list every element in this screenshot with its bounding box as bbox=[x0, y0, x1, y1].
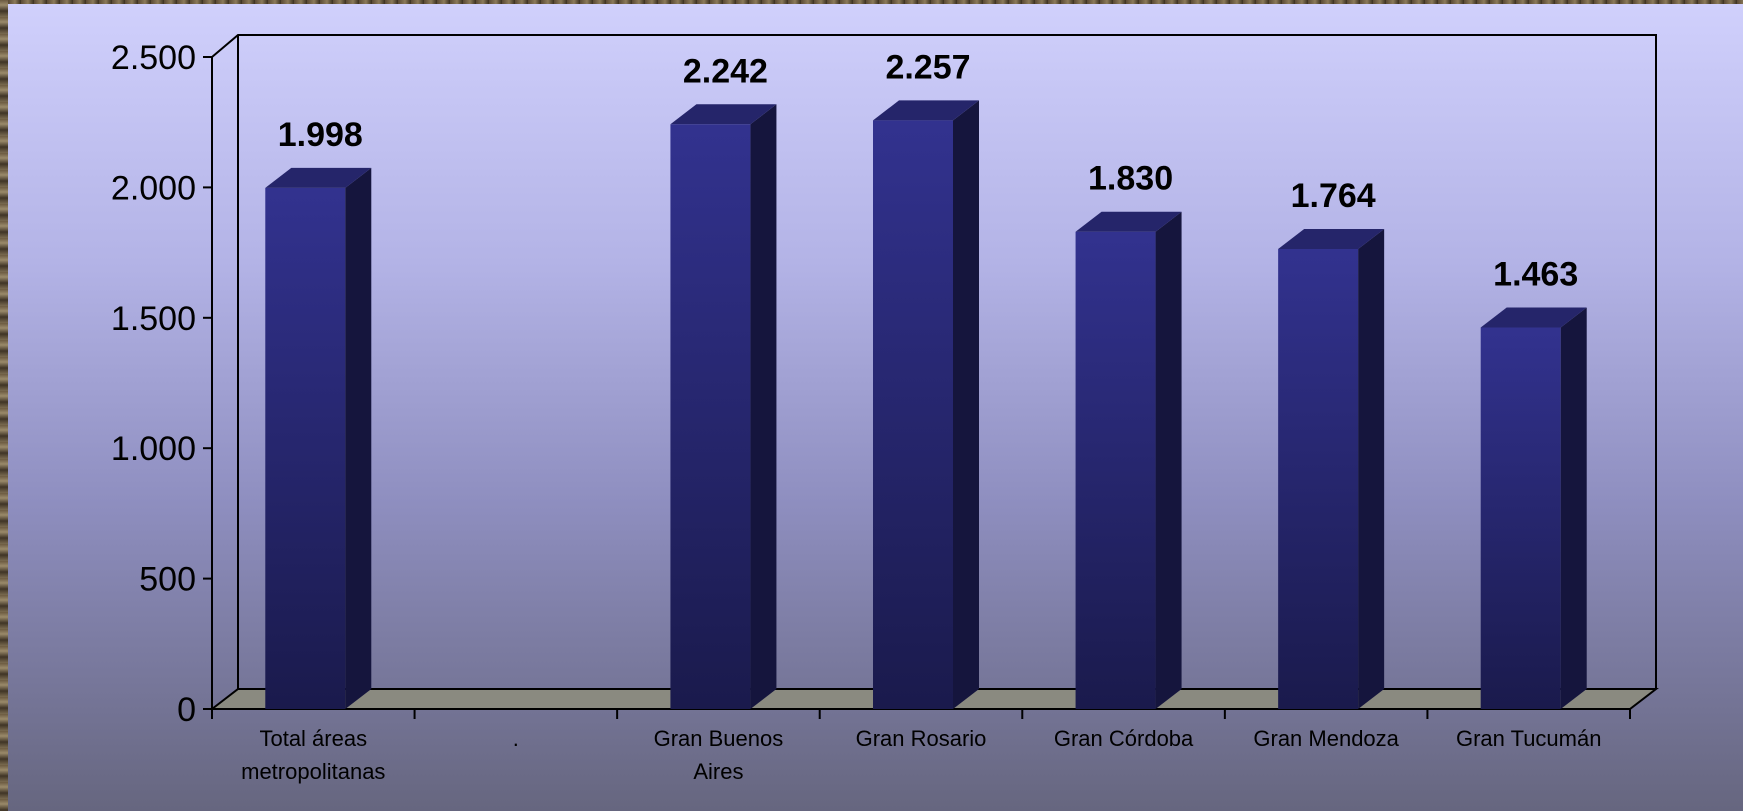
bar bbox=[265, 167, 372, 709]
bar-chart: 0 500 1.000 1.500 2.000 2.500 Total áreas metro… bbox=[111, 34, 1659, 784]
x-category-label: Gran Buenos bbox=[654, 726, 784, 751]
background-photo-top-edge bbox=[8, 0, 1743, 4]
bar-front bbox=[873, 120, 953, 710]
bar-front bbox=[1278, 248, 1359, 710]
bar-front bbox=[670, 124, 751, 710]
bar-top bbox=[670, 104, 777, 125]
x-category-label: Gran Mendoza bbox=[1253, 726, 1399, 751]
y-tick-label: 2.500 bbox=[111, 39, 196, 77]
bar-top bbox=[1075, 211, 1182, 232]
bar-top bbox=[265, 167, 372, 188]
bar-side bbox=[953, 100, 979, 710]
data-label: 1.463 bbox=[1493, 255, 1578, 293]
bar-top bbox=[1278, 228, 1385, 249]
bar-front bbox=[265, 187, 346, 709]
y-tick-label: 0 bbox=[177, 691, 196, 729]
x-category-label: metropolitanas bbox=[241, 759, 385, 784]
labels: 0 500 1.000 1.500 2.000 2.500 Total áreas metro… bbox=[111, 39, 1602, 784]
y-tick-label: 1.000 bbox=[111, 430, 196, 468]
x-category-label: Total áreas bbox=[259, 726, 367, 751]
background-photo-edge bbox=[0, 0, 8, 811]
x-category-label: . bbox=[513, 726, 519, 751]
bar-side bbox=[750, 104, 777, 710]
back-wall-outline bbox=[211, 34, 1657, 689]
chart-frame-lines bbox=[211, 34, 1657, 689]
bar bbox=[1278, 228, 1385, 710]
data-label: 1.830 bbox=[1088, 160, 1173, 198]
bars bbox=[265, 100, 1587, 710]
data-label: 2.242 bbox=[683, 52, 768, 90]
bar-side bbox=[1358, 228, 1385, 710]
bar bbox=[873, 100, 979, 710]
bar-side bbox=[1155, 211, 1182, 709]
bar-front bbox=[1480, 327, 1561, 709]
x-category-label: Gran Córdoba bbox=[1054, 726, 1194, 751]
x-category-label: Gran Rosario bbox=[856, 726, 987, 751]
bar-top bbox=[1480, 307, 1587, 328]
data-label: 2.257 bbox=[885, 48, 970, 86]
bar-side bbox=[345, 167, 372, 709]
bar bbox=[1480, 307, 1587, 709]
y-tick-label: 2.000 bbox=[111, 169, 196, 207]
x-category-label: Aires bbox=[693, 759, 743, 784]
chart-area: 0 500 1.000 1.500 2.000 2.500 Total áreas metro… bbox=[8, 4, 1743, 811]
data-label: 1.764 bbox=[1291, 177, 1376, 215]
bar bbox=[1075, 211, 1182, 709]
bar-side bbox=[1560, 307, 1587, 709]
bar-top bbox=[873, 100, 979, 121]
bar bbox=[670, 104, 777, 710]
bar-front bbox=[1075, 231, 1156, 709]
data-label: 1.998 bbox=[278, 116, 363, 154]
y-tick-label: 1.500 bbox=[111, 300, 196, 338]
x-category-label: Gran Tucumán bbox=[1456, 726, 1602, 751]
y-tick-label: 500 bbox=[139, 561, 196, 599]
